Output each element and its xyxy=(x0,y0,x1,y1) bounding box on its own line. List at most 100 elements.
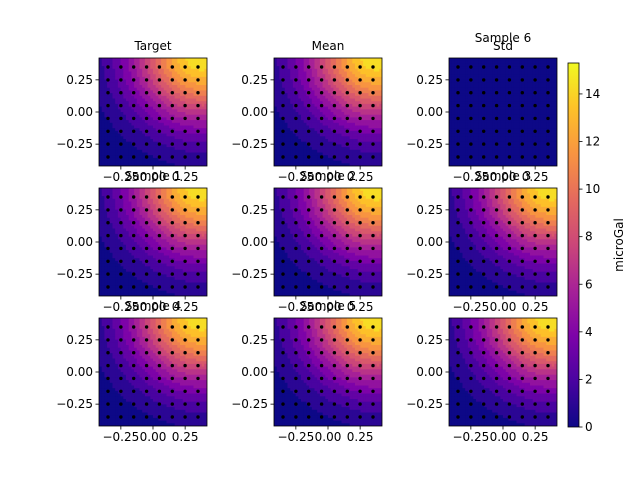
heatmap-cell xyxy=(128,85,132,89)
heatmap-cell xyxy=(188,122,192,126)
heatmap-cell xyxy=(449,149,453,153)
heatmap-cell xyxy=(136,79,140,83)
heatmap-cell xyxy=(198,155,202,159)
station-point xyxy=(332,103,337,108)
heatmap-cell xyxy=(147,71,151,75)
heatmap-cell xyxy=(274,68,278,72)
heatmap-cell xyxy=(365,120,369,124)
heatmap-cell xyxy=(144,82,148,86)
heatmap-cell xyxy=(352,71,356,75)
heatmap-cell xyxy=(551,147,555,151)
heatmap-cell xyxy=(163,93,167,97)
heatmap-cell xyxy=(161,136,165,140)
heatmap-cell xyxy=(134,114,138,118)
heatmap-cell xyxy=(465,155,469,159)
heatmap-cell xyxy=(161,109,165,113)
heatmap-cell xyxy=(99,141,103,145)
station-point xyxy=(507,155,512,159)
heatmap-cell xyxy=(303,71,307,75)
heatmap-cell xyxy=(276,85,280,89)
heatmap-cell xyxy=(473,109,477,113)
heatmap-cell xyxy=(511,125,515,129)
heatmap-cell xyxy=(376,66,380,70)
heatmap-cell xyxy=(497,147,501,151)
heatmap-cell xyxy=(349,63,353,67)
heatmap-cell xyxy=(538,128,542,132)
heatmap-cell xyxy=(368,87,372,91)
heatmap-cell xyxy=(295,95,299,99)
heatmap-cell xyxy=(486,147,490,151)
heatmap-cell xyxy=(180,63,184,67)
heatmap-cell xyxy=(454,60,458,64)
heatmap-cell xyxy=(492,160,496,164)
heatmap-cell xyxy=(489,163,493,166)
heatmap-cell xyxy=(319,122,323,126)
heatmap-cell xyxy=(365,163,369,166)
heatmap-cell xyxy=(527,144,531,148)
heatmap-cell xyxy=(301,103,305,107)
heatmap-cell xyxy=(155,149,159,153)
heatmap-cell xyxy=(538,85,542,89)
heatmap-cell xyxy=(142,130,146,134)
heatmap-cell xyxy=(134,71,138,75)
heatmap-cell xyxy=(511,152,515,156)
heatmap-cell xyxy=(532,160,536,164)
heatmap-cell xyxy=(292,79,296,83)
heatmap-cell xyxy=(177,141,181,145)
heatmap-cell xyxy=(174,79,178,83)
heatmap-cell xyxy=(158,74,162,78)
heatmap-cell xyxy=(150,90,154,94)
heatmap-cell xyxy=(171,128,175,132)
heatmap-cell xyxy=(112,122,116,126)
heatmap-cell xyxy=(467,160,471,164)
heatmap-cell xyxy=(101,60,105,64)
heatmap-cell xyxy=(500,74,504,78)
heatmap-cell xyxy=(521,144,525,148)
heatmap-cell xyxy=(190,112,194,116)
heatmap-cell xyxy=(476,117,480,121)
heatmap-cell xyxy=(166,128,170,132)
heatmap-cell xyxy=(171,85,175,89)
heatmap-cell xyxy=(376,112,380,116)
heatmap-cell xyxy=(476,95,480,99)
heatmap-cell xyxy=(355,101,359,105)
heatmap-cell xyxy=(147,87,151,91)
heatmap-cell xyxy=(449,93,453,97)
heatmap-cell xyxy=(295,139,299,143)
heatmap-cell xyxy=(508,95,512,99)
heatmap-cell xyxy=(174,109,178,113)
heatmap-cell xyxy=(104,149,108,153)
station-point xyxy=(183,65,187,69)
heatmap-cell xyxy=(163,128,167,132)
heatmap-cell xyxy=(123,157,127,161)
heatmap-cell xyxy=(476,109,480,113)
heatmap-cell xyxy=(530,120,534,124)
heatmap-cell xyxy=(298,106,302,110)
heatmap-cell xyxy=(344,101,348,105)
heatmap-cell xyxy=(336,163,340,166)
heatmap-cell xyxy=(497,117,501,121)
heatmap-cell xyxy=(150,85,154,89)
heatmap-cell xyxy=(128,109,132,113)
heatmap-cell xyxy=(123,60,127,64)
heatmap-cell xyxy=(341,74,345,78)
heatmap-cell xyxy=(538,139,542,143)
heatmap-cell xyxy=(352,128,356,132)
heatmap-cell xyxy=(123,93,127,97)
heatmap-cell xyxy=(538,120,542,124)
heatmap-cell xyxy=(519,147,523,151)
heatmap-cell xyxy=(295,60,299,64)
heatmap-cell xyxy=(470,76,474,80)
heatmap-cell xyxy=(373,58,377,62)
heatmap-cell xyxy=(317,101,321,105)
heatmap-cell xyxy=(198,98,202,102)
heatmap-cell xyxy=(473,120,477,124)
heatmap-cell xyxy=(532,125,536,129)
heatmap-cell xyxy=(376,160,380,164)
heatmap-cell xyxy=(107,82,111,86)
heatmap-cell xyxy=(104,71,108,75)
heatmap-cell xyxy=(546,101,550,105)
heatmap-cell xyxy=(478,160,482,164)
heatmap-cell xyxy=(295,122,299,126)
heatmap-cell xyxy=(295,93,299,97)
